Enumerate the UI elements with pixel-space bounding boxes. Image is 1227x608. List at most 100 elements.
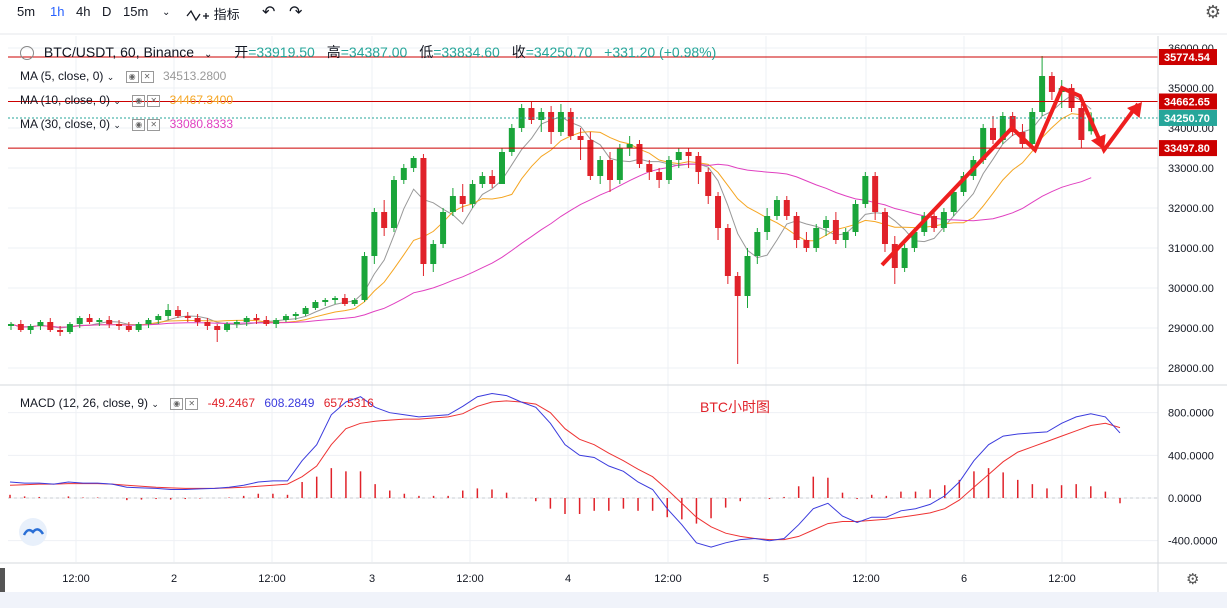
candle-body xyxy=(695,156,702,172)
price-tick-label: 33000.00 xyxy=(1168,163,1214,175)
candle-body xyxy=(106,320,113,324)
candle-body xyxy=(597,160,604,176)
chevron-down-icon[interactable]: ⌄ xyxy=(106,72,115,82)
candle-body xyxy=(410,158,417,168)
settings-icon[interactable]: ◉ xyxy=(132,94,146,107)
close-icon[interactable]: ✕ xyxy=(140,70,154,83)
chevron-down-icon[interactable]: ⌄ xyxy=(113,96,121,106)
candle-body xyxy=(813,228,820,248)
chart-canvas: 36000.0035000.0034000.0033000.0032000.00… xyxy=(0,33,1227,592)
settings-icon[interactable]: ◉ xyxy=(170,397,184,410)
chevron-down-icon[interactable]: ⌄ xyxy=(203,49,213,60)
ma30-label: MA (30, close, 0) xyxy=(20,117,111,131)
candle-body xyxy=(194,318,201,322)
candle-body xyxy=(724,228,731,276)
gear-icon: ⚙ xyxy=(1186,571,1199,588)
candle-body xyxy=(862,176,869,204)
price-label-box xyxy=(1159,93,1217,110)
candle-body xyxy=(47,322,54,330)
candle-body xyxy=(960,176,967,192)
ma10-legend[interactable]: MA (10, close, 0) ⌄ ◉ ✕ 34467.3400 xyxy=(20,93,233,107)
chevron-down-icon[interactable]: ⌄ xyxy=(113,120,121,130)
close-icon[interactable]: ✕ xyxy=(185,397,199,410)
candle-body xyxy=(233,322,240,324)
settings-icon[interactable]: ◉ xyxy=(132,118,146,131)
price-tick-label: 28000.00 xyxy=(1168,363,1214,375)
candle-body xyxy=(587,140,594,176)
signal-line xyxy=(9,400,1121,541)
candle-body xyxy=(528,108,535,120)
ma5-legend[interactable]: MA (5, close, 0) ⌄ ◉ ✕ 34513.2800 xyxy=(20,69,226,83)
candle-body xyxy=(469,184,476,204)
candle-body xyxy=(538,112,545,120)
time-tick-label: 12:00 xyxy=(1048,573,1076,585)
candle-body xyxy=(685,152,692,156)
settings-icon[interactable]: ◉ xyxy=(125,70,139,83)
tradingview-logo-mark xyxy=(22,528,45,536)
gear-icon[interactable]: ⚙ xyxy=(1204,2,1221,22)
candle-body xyxy=(852,204,859,232)
candle-body xyxy=(155,316,162,320)
candle-body xyxy=(557,112,564,132)
arrow-head xyxy=(1127,102,1142,118)
candle-body xyxy=(911,232,918,248)
trend-arrows xyxy=(880,85,1142,267)
candle-body xyxy=(508,128,515,152)
price-tick-label: 35000.00 xyxy=(1168,83,1214,95)
candle-body xyxy=(420,158,427,264)
time-tick-label: 12:00 xyxy=(258,573,286,585)
candle-body xyxy=(282,316,289,320)
interval-5m[interactable]: 5m xyxy=(17,4,36,19)
interval-1h[interactable]: 1h xyxy=(50,4,65,19)
macd-annotation: BTC小时图 xyxy=(700,399,770,415)
ma5-label: MA (5, close, 0) xyxy=(20,69,104,83)
candle-body xyxy=(921,216,928,232)
candle-body xyxy=(705,172,712,196)
indicator-icon xyxy=(186,9,209,21)
candle-body xyxy=(273,320,280,324)
interval-15m[interactable]: 15m xyxy=(123,4,149,19)
close-icon[interactable]: ✕ xyxy=(147,118,161,131)
axes: 36000.0035000.0034000.0033000.0032000.00… xyxy=(0,33,1227,592)
candle-body xyxy=(263,320,270,324)
indicators-button[interactable]: 指标 xyxy=(186,4,240,24)
candle-body xyxy=(764,216,771,232)
candle-body xyxy=(901,248,908,268)
interval-4h[interactable]: 4h xyxy=(76,4,91,19)
time-tick-label: 12:00 xyxy=(852,573,880,585)
candle-body xyxy=(626,144,633,148)
open-label: 开 xyxy=(234,44,249,60)
candle-body xyxy=(636,144,643,164)
bottom-bar xyxy=(0,592,1227,608)
candle-body xyxy=(1078,108,1085,140)
candle-body xyxy=(371,212,378,256)
candle-body xyxy=(881,212,888,244)
time-tick-label: 12:00 xyxy=(456,573,484,585)
candle-body xyxy=(773,200,780,216)
chevron-down-icon[interactable]: ⌄ xyxy=(162,7,171,18)
redo-icon[interactable]: ↷ xyxy=(289,4,303,21)
candle-body xyxy=(783,200,790,216)
price-tick-label: 32000.00 xyxy=(1168,203,1214,215)
candle-body xyxy=(1048,76,1055,92)
candle-body xyxy=(57,330,64,332)
ma30-legend[interactable]: MA (30, close, 0) ⌄ ◉ ✕ 33080.8333 xyxy=(20,117,233,131)
candle-body xyxy=(999,116,1006,140)
candle-body xyxy=(381,212,388,228)
close-value: 34250.70 xyxy=(533,44,593,60)
candle-body xyxy=(116,324,123,326)
trend-arrow-path xyxy=(880,85,1140,267)
candle-body xyxy=(872,176,879,212)
undo-icon[interactable]: ↶ xyxy=(262,4,276,21)
scroll-handle[interactable] xyxy=(0,568,5,592)
macd-legend[interactable]: MACD (12, 26, close, 9) ⌄ ◉ ✕ -49.2467 60… xyxy=(20,396,374,410)
time-tick-label: 12:00 xyxy=(62,573,90,585)
candle-body xyxy=(656,172,663,180)
candle-body xyxy=(253,318,260,320)
candle-body xyxy=(351,300,358,304)
close-icon[interactable]: ✕ xyxy=(147,94,161,107)
candle-body xyxy=(499,152,505,184)
chevron-down-icon[interactable]: ⌄ xyxy=(151,399,159,409)
grid xyxy=(8,36,1158,562)
interval-d[interactable]: D xyxy=(102,4,112,19)
